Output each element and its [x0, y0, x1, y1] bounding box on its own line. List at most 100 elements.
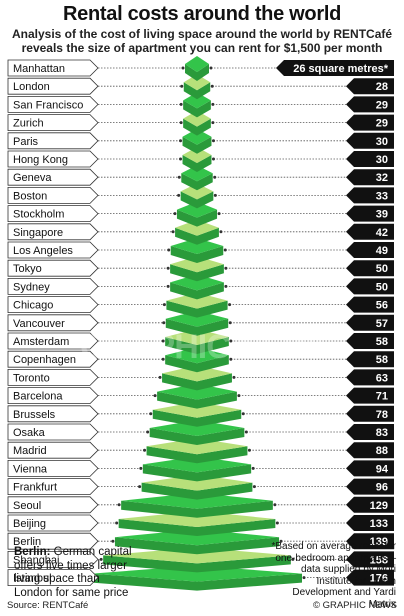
city-label-8: Stockholm — [13, 209, 64, 221]
city-label-12: Sydney — [13, 281, 50, 293]
city-label-box-22 — [7, 459, 99, 477]
connector-dot-left-7 — [177, 193, 181, 197]
value-label-10: 49 — [376, 245, 388, 257]
connector-dot-left-2 — [179, 102, 183, 106]
slab-top-0 — [185, 56, 209, 72]
slab-side-6 — [181, 173, 213, 191]
city-label-box-15 — [7, 332, 99, 350]
city-label-9: Singapore — [13, 227, 63, 239]
connector-dot-left-8 — [173, 212, 177, 216]
connector-dot-left-4 — [179, 139, 183, 143]
connector-dot-right-7 — [213, 193, 217, 197]
connector-dot-right-17 — [232, 375, 236, 379]
chart-title: Rental costs around the world — [63, 3, 341, 25]
connector-dot-right-27 — [291, 557, 295, 561]
city-label-4: Paris — [13, 136, 39, 148]
connector-dot-left-25 — [115, 521, 119, 525]
value-label-box-1 — [346, 78, 394, 95]
connector-dot-right-1 — [210, 84, 214, 88]
slab-side-12 — [170, 282, 224, 300]
value-label-box-11 — [346, 260, 394, 277]
slab-top-10 — [170, 238, 224, 254]
slab-side-4 — [182, 136, 212, 154]
slab-top-22 — [142, 456, 252, 473]
city-label-7: Boston — [13, 190, 47, 202]
slab-side-25 — [118, 519, 276, 536]
connector-dot-left-22 — [139, 466, 143, 470]
berlin-note: Berlin: German capital offers five times… — [14, 546, 136, 600]
value-label-3: 29 — [376, 118, 388, 130]
value-label-1: 28 — [376, 81, 388, 93]
connector-dot-right-11 — [224, 266, 228, 270]
connector-dot-left-3 — [179, 121, 183, 125]
value-label-box-14 — [346, 314, 394, 331]
city-label-box-11 — [7, 259, 99, 277]
city-label-box-14 — [7, 314, 99, 332]
slab-top-26 — [114, 529, 280, 546]
city-label-20: Osaka — [13, 427, 46, 439]
connector-dot-left-9 — [171, 230, 175, 234]
city-label-box-19 — [7, 405, 99, 423]
value-label-box-0 — [276, 60, 394, 76]
connector-dot-right-14 — [228, 321, 232, 325]
connector-dot-left-10 — [167, 248, 171, 252]
connector-dot-left-19 — [149, 412, 153, 416]
value-label-box-4 — [346, 132, 394, 149]
slab-side-3 — [183, 118, 211, 136]
slab-top-14 — [165, 310, 229, 327]
slab-side-16 — [165, 355, 229, 373]
slab-top-15 — [165, 329, 229, 345]
value-label-20: 83 — [376, 427, 388, 439]
city-label-box-13 — [7, 296, 99, 314]
slab-side-17 — [162, 373, 232, 391]
slab-side-22 — [142, 464, 252, 482]
value-label-18: 71 — [376, 391, 388, 403]
value-label-box-25 — [346, 515, 394, 531]
connector-dot-right-28 — [302, 576, 306, 580]
city-label-19: Brussels — [13, 409, 56, 421]
city-label-11: Tokyo — [13, 263, 42, 275]
city-label-24: Seoul — [13, 500, 41, 512]
slab-side-13 — [166, 300, 228, 318]
city-label-box-17 — [7, 368, 99, 386]
connector-dot-left-20 — [146, 430, 150, 434]
connector-dot-right-20 — [244, 430, 248, 434]
slab-top-16 — [165, 347, 229, 364]
city-label-box-9 — [7, 223, 99, 241]
slab-side-7 — [180, 191, 214, 209]
connector-dot-left-23 — [138, 485, 142, 489]
value-label-16: 58 — [376, 354, 388, 366]
city-label-23: Frankfurt — [13, 482, 57, 494]
city-label-box-24 — [7, 496, 99, 514]
connector-dot-right-2 — [211, 102, 215, 106]
city-label-box-3 — [7, 114, 99, 132]
slab-top-8 — [176, 201, 218, 218]
connector-dot-right-9 — [219, 230, 223, 234]
connector-dot-left-26 — [111, 539, 115, 543]
row-labels: Manhattan 26 square metres* London 28 San Fr… — [7, 59, 394, 586]
city-label-17: Toronto — [13, 372, 50, 384]
slab-side-10 — [170, 246, 224, 263]
value-label-26: 139 — [370, 536, 388, 548]
slab-side-18 — [157, 391, 237, 409]
slab-side-0 — [185, 64, 209, 81]
connector-dot-left-24 — [117, 503, 121, 507]
slab-top-6 — [181, 165, 213, 182]
connector-dot-right-21 — [247, 448, 251, 452]
value-label-25: 133 — [370, 518, 388, 530]
slab-side-21 — [146, 446, 248, 464]
value-label-9: 42 — [376, 227, 388, 239]
city-label-box-21 — [7, 441, 99, 459]
slab-side-2 — [183, 100, 211, 118]
slab-side-27 — [103, 555, 291, 573]
berlin-note-text: German capital offers five times larger … — [14, 546, 132, 599]
slab-side-14 — [165, 318, 229, 336]
connector-dot-left-11 — [166, 266, 170, 270]
value-label-box-3 — [346, 114, 394, 131]
value-label-box-23 — [346, 478, 394, 495]
city-label-box-25 — [7, 514, 99, 532]
connector-dot-right-0 — [209, 66, 213, 70]
slab-side-28 — [92, 573, 302, 591]
value-label-0: 26 square metres* — [293, 63, 388, 75]
